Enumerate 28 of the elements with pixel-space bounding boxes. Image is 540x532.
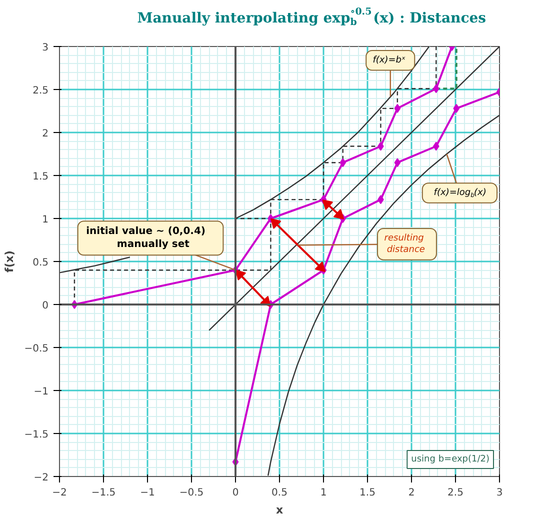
x-tick-label: 1.5 [360, 488, 376, 498]
x-tick-label: 1 [320, 488, 327, 498]
x-tick-label: −1.5 [91, 488, 116, 498]
y-tick-label: −1.5 [24, 430, 49, 440]
x-axis-title: x [276, 504, 284, 516]
annotation: initial value ~ (0,0.4) manually set [86, 226, 206, 250]
x-tick-label: −1 [140, 488, 155, 498]
annotation: resulting distance [384, 233, 426, 256]
y-tick-label: 0 [42, 300, 49, 312]
annotation: f(x)=bˣ [372, 55, 406, 66]
y-tick-label: 3 [42, 42, 49, 54]
y-axis-title: f(x) [3, 250, 16, 272]
x-tick-label: 0 [232, 488, 239, 498]
y-tick-label: −2 [34, 472, 49, 484]
x-tick-label: 2 [408, 488, 415, 498]
x-tick-label: −2 [52, 488, 67, 498]
y-tick-label: 2.5 [32, 86, 49, 96]
x-tick-label: 2.5 [448, 488, 464, 498]
x-tick-label: 3 [496, 488, 503, 498]
y-tick-label: 0.5 [32, 258, 49, 268]
y-tick-label: −0.5 [24, 344, 49, 354]
x-tick-label: 0.5 [272, 488, 288, 498]
y-tick-label: −1 [34, 386, 49, 398]
x-tick-label: −0.5 [179, 488, 204, 498]
y-tick-label: 1.5 [32, 172, 49, 182]
y-tick-label: 2 [42, 128, 49, 140]
y-tick-label: 1 [42, 214, 49, 226]
annotation: using b=exp(1/2) [411, 454, 490, 464]
